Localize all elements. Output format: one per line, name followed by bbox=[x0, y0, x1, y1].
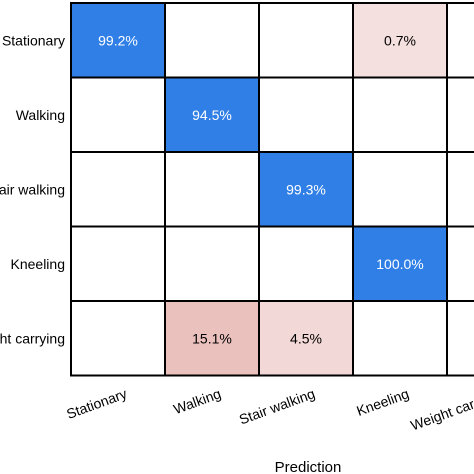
row-label-kneeling: Kneeling bbox=[11, 256, 66, 272]
cell-stationary-stair-walking bbox=[258, 2, 354, 79]
cell-label-stair-walking-stair-walking: 99.3% bbox=[286, 181, 326, 197]
cell-label-stationary-stationary: 99.2% bbox=[98, 32, 138, 48]
cell-weight-carrying-stationary bbox=[70, 300, 166, 377]
cell-stair-walking-stationary bbox=[70, 151, 166, 228]
row-label-stationary: Stationary bbox=[2, 32, 65, 48]
column-label-kneeling: Kneeling bbox=[354, 385, 411, 419]
cell-walking-kneeling bbox=[352, 76, 448, 153]
column-label-walking: Walking bbox=[171, 385, 223, 417]
cell-stationary-weight-carrying bbox=[446, 2, 474, 79]
cell-stair-walking-weight-carrying bbox=[446, 151, 474, 228]
column-label-stationary: Stationary bbox=[64, 385, 129, 422]
cell-kneeling-weight-carrying bbox=[446, 225, 474, 302]
cell-stair-walking-kneeling bbox=[352, 151, 448, 228]
column-label-stair-walking: Stair walking bbox=[237, 385, 317, 427]
x-axis-title: Prediction bbox=[275, 459, 342, 474]
cell-kneeling-stair-walking bbox=[258, 225, 354, 302]
column-labels: Stationary Walking Stair walking KneelingWe… bbox=[64, 385, 474, 433]
cell-label-weight-carrying-stair-walking: 4.5% bbox=[290, 330, 322, 346]
cell-weight-carrying-walking bbox=[164, 300, 260, 377]
cell-weight-carrying-kneeling bbox=[352, 300, 448, 377]
cell-label-kneeling-kneeling: 100.0% bbox=[376, 256, 423, 272]
cell-label-walking-walking: 94.5% bbox=[192, 107, 232, 123]
cell-stationary-stationary bbox=[70, 2, 166, 79]
cell-walking-stationary bbox=[70, 76, 166, 153]
row-label-stair-walking: Stair walking bbox=[0, 181, 65, 197]
row-label-walking: Walking bbox=[16, 107, 65, 123]
cell-stationary-walking bbox=[164, 2, 260, 79]
row-labels: Stationary Walking Stair walking Kneeling We… bbox=[0, 32, 65, 346]
cell-label-stationary-kneeling: 0.7% bbox=[384, 32, 416, 48]
row-label-weight-carrying: Weight carrying bbox=[0, 330, 65, 346]
cell-weight-carrying-weight-carrying bbox=[446, 300, 474, 377]
cell-kneeling-walking bbox=[164, 225, 260, 302]
cell-walking-weight-carrying bbox=[446, 76, 474, 153]
column-label-weight-carrying: Weight carrying bbox=[408, 385, 474, 433]
cell-label-weight-carrying-walking: 15.1% bbox=[192, 330, 232, 346]
cell-walking-stair-walking bbox=[258, 76, 354, 153]
cell-stair-walking-walking bbox=[164, 151, 260, 228]
cell-kneeling-stationary bbox=[70, 225, 166, 302]
cell-weight-carrying-stair-walking bbox=[258, 300, 354, 377]
cell-stationary-kneeling bbox=[352, 2, 448, 79]
matrix-cells: 99.2% 0.7% 94.5% 99.3% 100.0% 15.1% 4.5% bbox=[70, 2, 474, 377]
